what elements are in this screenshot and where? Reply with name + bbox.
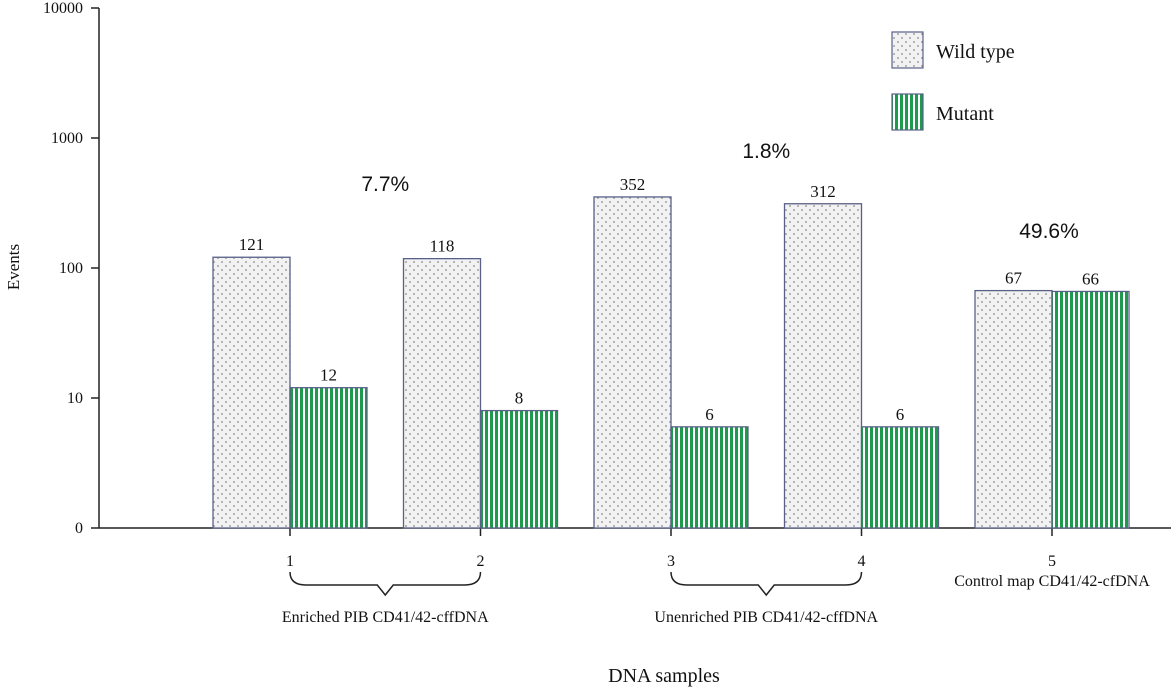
value-label-mutant-4: 6: [896, 405, 905, 424]
bar-mutant-4: [860, 426, 940, 529]
percent-annotation-3: 49.6%: [1019, 220, 1079, 243]
group-label-1: Enriched PIB CD41/42-cffDNA: [282, 609, 489, 626]
legend-label-wild-type: Wild type: [936, 41, 1015, 63]
y-ticks: 0 10 100 1000 10000: [43, 0, 99, 537]
value-label-wild-type-5: 67: [1005, 269, 1023, 288]
value-label-mutant-1: 12: [320, 366, 337, 385]
x-tick-label: 4: [858, 553, 866, 570]
value-label-wild-type-1: 121: [239, 235, 265, 254]
y-tick-label: 0: [75, 520, 83, 537]
value-label-mutant-2: 8: [515, 389, 524, 408]
bar-mutant-3: [670, 426, 749, 529]
bars: [212, 196, 1130, 529]
value-label-wild-type-3: 352: [620, 175, 646, 194]
y-axis-label: Events: [4, 244, 23, 290]
x-tick-label: 5: [1048, 553, 1056, 570]
bar-mutant-1: [289, 387, 368, 529]
group-bracket-1: [289, 571, 482, 597]
value-label-wild-type-4: 312: [810, 182, 836, 201]
bar-wild-type-2: [402, 258, 482, 529]
bar-wild-type-1: [212, 256, 291, 529]
percent-annotations: 7.7% 1.8% 49.6%: [361, 140, 1078, 243]
bar-wild-type-4: [783, 203, 863, 529]
group-label-2: Unenriched PIB CD41/42-cffDNA: [654, 609, 878, 626]
x-ticks: 1 2 3 4 5: [286, 528, 1056, 570]
y-tick-label: 10000: [43, 0, 83, 17]
legend: Wild type Mutant: [891, 31, 1015, 131]
value-label-mutant-5: 66: [1082, 269, 1099, 288]
bar-wild-type-5: [974, 289, 1053, 529]
legend-swatch-wild-type: [891, 31, 924, 69]
x-tick-label: 1: [286, 553, 294, 570]
y-tick-label: 1000: [51, 130, 83, 147]
value-label-wild-type-2: 118: [430, 237, 455, 256]
y-tick-label: 10: [67, 390, 83, 407]
group-brackets: Enriched PIB CD41/42-cffDNA Unenriched PI…: [282, 571, 1150, 626]
bar-mutant-2: [479, 409, 559, 529]
value-label-mutant-3: 6: [705, 405, 714, 424]
percent-annotation-2: 1.8%: [742, 140, 790, 163]
bar-mutant-5: [1051, 290, 1130, 529]
x-tick-label: 2: [477, 553, 485, 570]
legend-swatch-mutant: [891, 93, 924, 131]
percent-annotation-1: 7.7%: [361, 173, 409, 196]
legend-label-mutant: Mutant: [936, 103, 994, 125]
x-axis-label: DNA samples: [608, 665, 720, 687]
x-tick-label: 3: [667, 553, 675, 570]
y-tick-label: 100: [59, 260, 83, 277]
bar-wild-type-3: [593, 196, 672, 529]
group-label-3: Control map CD41/42-cfDNA: [954, 573, 1150, 590]
group-bracket-2: [670, 571, 863, 597]
